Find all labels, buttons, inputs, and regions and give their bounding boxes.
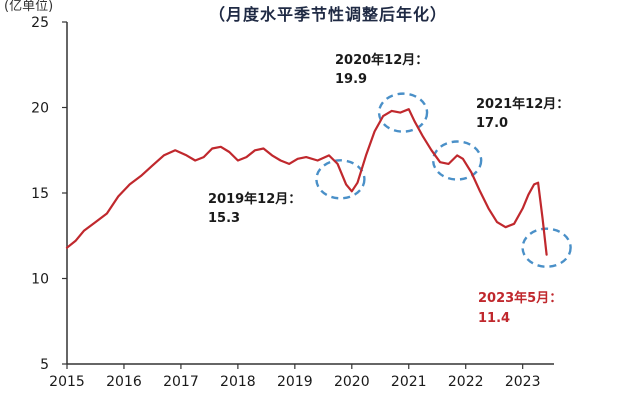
y-tick-label: 15 bbox=[31, 186, 49, 202]
x-tick-label: 2016 bbox=[106, 374, 142, 390]
annotation-2020-12-date: 2020年12月： bbox=[335, 52, 428, 68]
annotation-2019-12-value: 15.3 bbox=[208, 211, 240, 226]
x-tick-label: 2022 bbox=[448, 374, 484, 390]
annotation-2021-12-date: 2021年12月： bbox=[476, 96, 569, 112]
annotation-2019-12: 2019年12月： 15.3 bbox=[208, 191, 301, 226]
annotation-2020-12-value: 19.9 bbox=[335, 72, 367, 87]
annotation-2023-5: 2023年5月： 11.4 bbox=[478, 290, 562, 326]
highlight-circle-2 bbox=[377, 92, 429, 133]
x-tick-label: 2017 bbox=[163, 374, 199, 390]
y-tick-label: 10 bbox=[31, 272, 49, 288]
highlight-circles bbox=[315, 92, 572, 268]
y-axis-unit: (亿单位) bbox=[4, 0, 53, 14]
highlight-circle-1 bbox=[315, 159, 366, 200]
annotation-2023-5-date: 2023年5月： bbox=[478, 290, 562, 306]
x-tick-label: 2023 bbox=[505, 374, 541, 390]
series-line bbox=[65, 108, 548, 256]
x-tick-label: 2015 bbox=[49, 374, 85, 390]
y-tick-label: 25 bbox=[31, 15, 49, 31]
y-tick-label: 5 bbox=[40, 357, 49, 373]
x-ticks: 2015 2016 2017 2018 2019 2020 2021 2022 2023 bbox=[49, 364, 540, 390]
annotation-2021-12-value: 17.0 bbox=[476, 116, 508, 131]
x-tick-label: 2020 bbox=[334, 374, 370, 390]
y-ticks: 5 10 15 20 25 bbox=[31, 15, 67, 373]
highlight-circle-3 bbox=[431, 140, 483, 181]
x-tick-label: 2021 bbox=[391, 374, 427, 390]
y-tick-label: 20 bbox=[31, 101, 49, 117]
x-tick-label: 2019 bbox=[277, 374, 313, 390]
annotation-2020-12: 2020年12月： 19.9 bbox=[335, 52, 428, 87]
annotation-2023-5-value: 11.4 bbox=[478, 311, 510, 326]
annotation-2019-12-date: 2019年12月： bbox=[208, 191, 301, 207]
x-tick-label: 2018 bbox=[220, 374, 256, 390]
annotation-2021-12: 2021年12月： 17.0 bbox=[476, 96, 569, 131]
chart-subtitle: （月度水平季节性调整后年化） bbox=[209, 5, 447, 24]
highlight-circle-4 bbox=[521, 227, 572, 268]
